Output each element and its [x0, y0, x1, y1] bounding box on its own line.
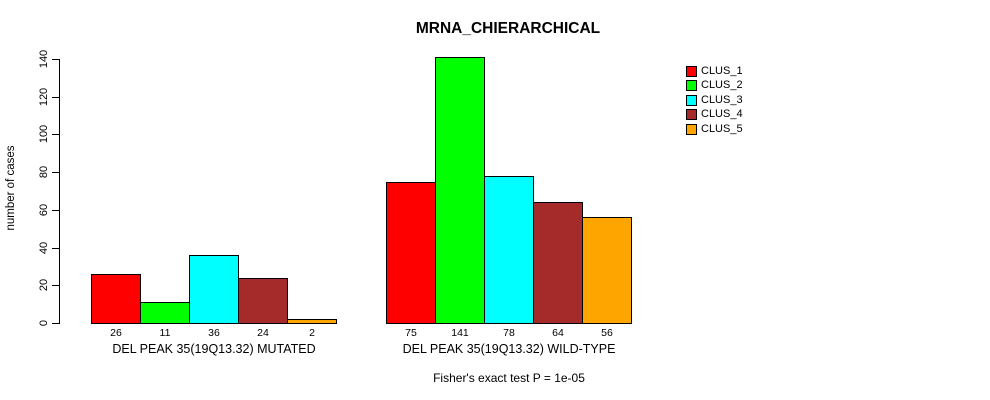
- y-tick-mark: [52, 285, 59, 286]
- y-tick-mark: [52, 172, 59, 173]
- bar-clus_1: [91, 274, 141, 324]
- bar-value-label: 2: [309, 327, 315, 339]
- legend-swatch-clus_4: [686, 109, 697, 120]
- y-tick-label: 0: [38, 319, 50, 327]
- legend-label: CLUS_2: [701, 79, 743, 91]
- y-axis-label: number of cases: [5, 145, 17, 231]
- y-tick-mark: [52, 134, 59, 135]
- y-tick-label: 40: [38, 241, 50, 255]
- legend-swatch-clus_2: [686, 80, 697, 91]
- y-tick-label: 100: [38, 124, 50, 144]
- bar-clus_3: [189, 255, 239, 324]
- bar-clus_3: [484, 176, 534, 324]
- y-tick-label: 80: [38, 165, 50, 179]
- bar-clus_5: [287, 319, 337, 324]
- bar-clus_5: [582, 217, 632, 324]
- y-tick-label: 60: [38, 203, 50, 217]
- bar-clus_2: [435, 57, 485, 324]
- bar-value-label: 64: [552, 327, 564, 339]
- bar-value-label: 141: [451, 327, 469, 339]
- y-tick-label: 140: [38, 49, 50, 69]
- legend-label: CLUS_1: [701, 65, 743, 77]
- legend-label: CLUS_3: [701, 94, 743, 106]
- bar-value-label: 11: [159, 327, 171, 339]
- group-label: DEL PEAK 35(19Q13.32) MUTATED: [112, 342, 316, 356]
- bar-value-label: 36: [208, 327, 220, 339]
- bar-clus_4: [533, 202, 583, 324]
- y-tick-mark: [52, 97, 59, 98]
- bar-value-label: 56: [601, 327, 613, 339]
- legend-swatch-clus_1: [686, 66, 697, 77]
- legend-swatch-clus_3: [686, 95, 697, 106]
- bar-value-label: 78: [503, 327, 515, 339]
- y-tick-label: 120: [38, 87, 50, 107]
- y-tick-mark: [52, 323, 59, 324]
- bar-value-label: 24: [257, 327, 269, 339]
- group-label: DEL PEAK 35(19Q13.32) WILD-TYPE: [402, 342, 616, 356]
- bar-clus_1: [386, 182, 436, 324]
- y-tick-label: 20: [38, 278, 50, 292]
- bar-value-label: 26: [110, 327, 122, 339]
- bar-value-label: 75: [405, 327, 417, 339]
- fisher-test-note: Fisher's exact test P = 1e-05: [433, 371, 585, 385]
- y-tick-mark: [52, 248, 59, 249]
- legend-label: CLUS_4: [701, 108, 743, 120]
- legend-swatch-clus_5: [686, 124, 697, 135]
- y-tick-mark: [52, 59, 59, 60]
- bar-clus_4: [238, 278, 288, 324]
- bar-clus_2: [140, 302, 190, 324]
- legend-label: CLUS_5: [701, 123, 743, 135]
- chart-title: MRNA_CHIERARCHICAL: [415, 20, 601, 37]
- y-axis-line: [59, 59, 60, 324]
- y-tick-mark: [52, 210, 59, 211]
